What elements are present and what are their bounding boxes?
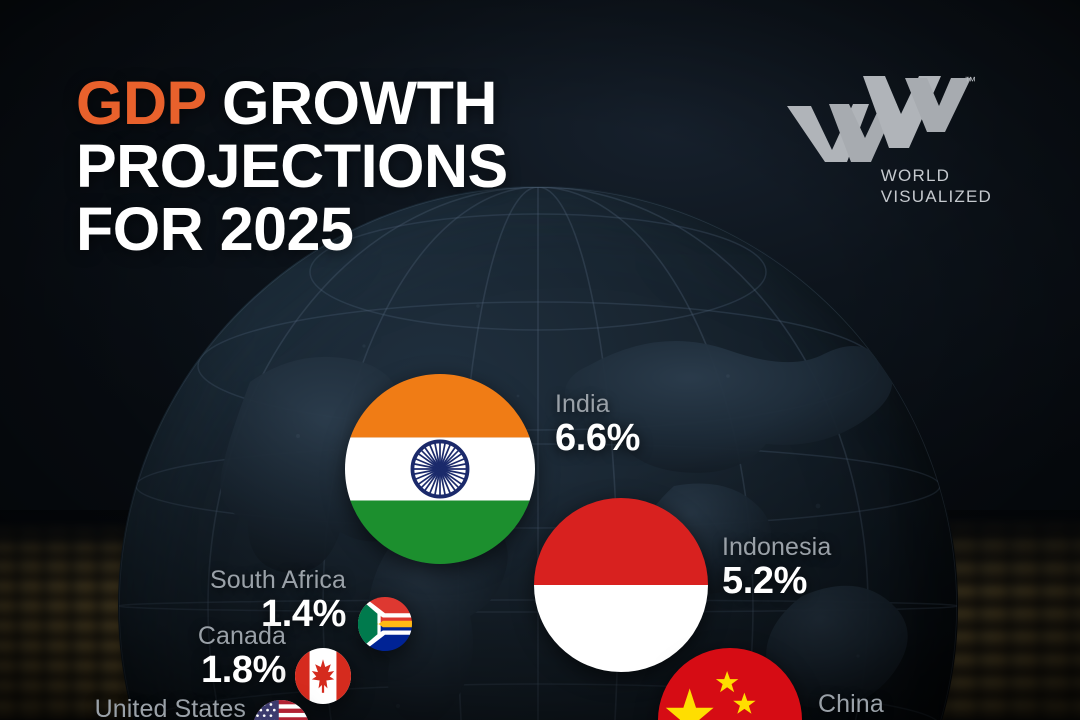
country-name-canada: Canada (197, 622, 286, 650)
title-line-2: PROJECTIONS (76, 131, 508, 200)
canada-flag-icon (295, 648, 351, 704)
india-flag-icon (345, 374, 535, 564)
indonesia-flag-icon (534, 498, 708, 672)
country-entry-india: India 6.6% (555, 390, 640, 459)
country-name-india: India (555, 390, 610, 418)
country-value-india: 6.6% (555, 417, 641, 459)
country-name-south-africa: South Africa (209, 566, 346, 594)
brand-logo: ™ WORLD VISUALIZED (785, 70, 992, 207)
country-entry-united-states: United States (68, 695, 246, 720)
country-entry-canada: Canada 1.8% (106, 622, 287, 691)
title-line-1: GDP GROWTH (76, 72, 508, 135)
country-name-china: China (818, 690, 884, 718)
brand-name: WORLD VISUALIZED (881, 166, 992, 207)
title-line-1-rest: GROWTH (205, 69, 497, 137)
brand-line-2: VISUALIZED (880, 186, 992, 206)
country-entry-indonesia: Indonesia 5.2% (722, 533, 831, 602)
country-value-indonesia: 5.2% (722, 560, 808, 602)
title-line-3: FOR 2025 (76, 194, 354, 263)
country-name-united-states: United States (94, 695, 246, 720)
country-name-indonesia: Indonesia (722, 533, 832, 561)
country-value-canada: 1.8% (200, 649, 286, 691)
world-visualized-mark-icon: ™ (785, 70, 976, 162)
trademark-symbol: ™ (964, 74, 977, 88)
brand-line-1: WORLD (880, 166, 951, 185)
page-title: GDP GROWTH PROJECTIONS FOR 2025 (76, 72, 508, 260)
title-accent-word: GDP (76, 69, 206, 137)
south-africa-flag-icon (358, 597, 412, 651)
country-entry-china: China (818, 690, 884, 718)
